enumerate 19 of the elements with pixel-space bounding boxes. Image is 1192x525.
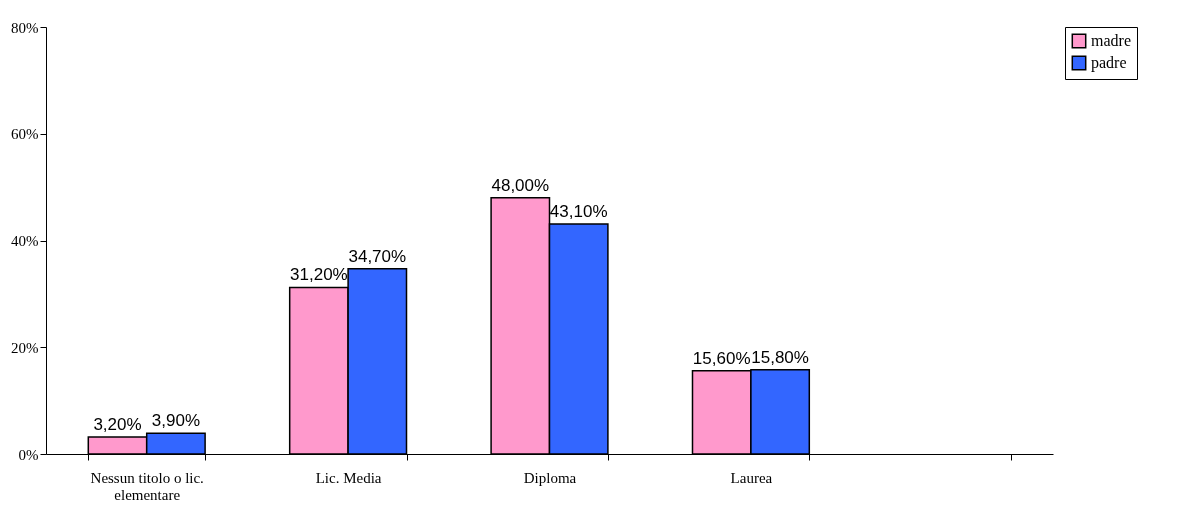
x-tick-label: Diploma — [523, 469, 577, 486]
y-tick-label: 40% — [11, 233, 39, 249]
data-label: 34,70% — [348, 246, 407, 266]
y-tick-label: 80% — [11, 19, 39, 36]
y-tick-label: 20% — [11, 339, 39, 356]
data-label: 48,00% — [491, 175, 550, 195]
legend-label: padre — [1091, 54, 1127, 72]
y-tick-label: 0% — [18, 446, 39, 463]
data-label: 15,80% — [751, 347, 809, 367]
data-label: 3,20% — [93, 414, 142, 434]
x-tick-label: Laurea — [730, 469, 773, 486]
x-tick-label: Lic. Media — [315, 469, 382, 486]
data-label: 31,20% — [290, 265, 348, 285]
data-label: 43,10% — [549, 201, 608, 221]
x-tick-label: Nessun titolo o lic. elementare — [90, 469, 204, 503]
data-label: 15,60% — [692, 348, 751, 368]
legend-label: madre — [1091, 32, 1131, 49]
y-tick-label: 60% — [11, 126, 39, 143]
data-label: 3,90% — [151, 411, 200, 431]
